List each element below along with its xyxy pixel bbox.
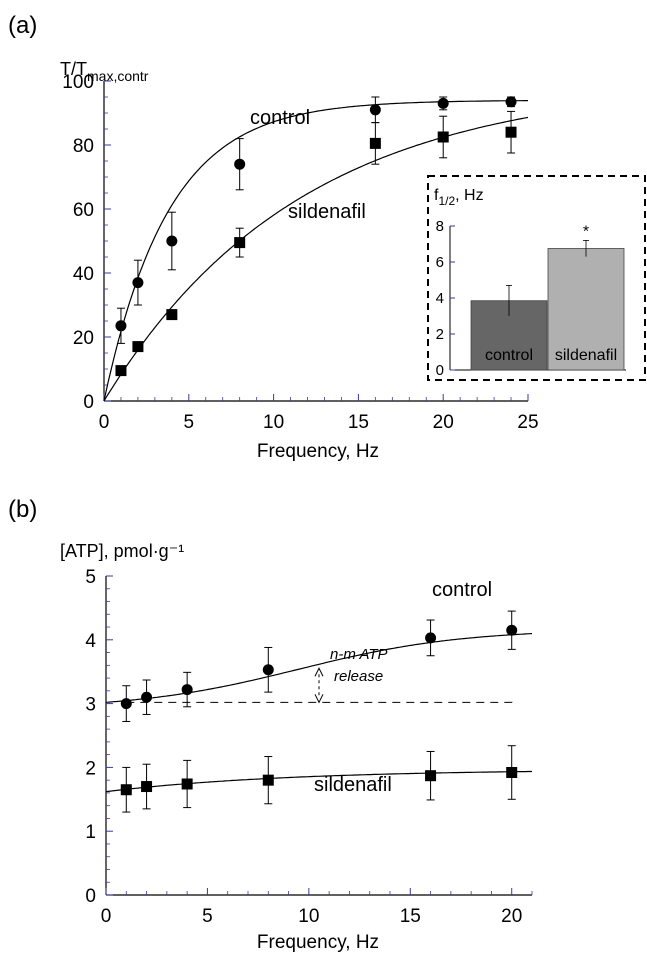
panel-a-sildenafil-point [166,309,178,321]
panel-b-sildenafil-label: sildenafil [314,774,392,796]
panel-a-control-point [166,235,178,247]
inset-significance-marker: * [583,223,589,240]
panel-a-sildenafil-point [115,365,127,377]
panel-b-y-tick-label: 4 [85,631,96,652]
panel-b-sildenafil-point [120,784,132,796]
panel-b-x-tick-label: 15 [400,906,421,927]
panel-a-control-point [132,277,144,289]
panel-a-control-point [369,104,381,116]
inset-bar-label: control [485,347,533,364]
panel-a-control-point [505,96,517,108]
panel-a-y-tick-label: 60 [73,200,94,221]
panel-a-x-tick-label: 20 [433,412,454,433]
inset-plot-area: 0 2 4 6 8 control sildenafil * [436,218,626,379]
panel-a-sildenafil-point [132,341,144,353]
panel-b-arrowhead-down [314,694,324,704]
panel-b-control-point [262,664,274,676]
panel-b-sildenafil-point [181,778,193,790]
panel-a-control-point [437,97,449,109]
panel-a-y-tick-label: 20 [73,328,94,349]
inset-bar-sildenafil [547,248,625,371]
panel-b-axes: 0 1 2 3 4 5 0 5 10 15 20 [85,567,533,927]
panel-a-y-tick-label: 40 [73,264,94,285]
panel-a-label: (a) [8,12,37,39]
panel-b-x-axis-label: Frequency, Hz [257,932,379,953]
panel-b-label: (b) [8,496,37,523]
panel-a-sildenafil-fit-line [103,116,529,402]
panel-b-annotation-line2: release [334,668,383,685]
panel-b-plot-area [105,610,533,813]
panel-b-x-tick-label: 20 [501,906,522,927]
panel-a-y-axis-label: T/Tmax,contr [60,59,149,84]
panel-a-x-axis-label: Frequency, Hz [257,441,379,462]
panel-b: (b) [ATP], pmol·g⁻¹ 0 1 2 3 4 5 0 5 10 15 20 Frequ… [8,496,533,953]
panel-a-sildenafil-label: sildenafil [288,201,366,223]
panel-a-y-tick-label: 100 [62,72,94,93]
panel-a-y-tick-label: 80 [73,136,94,157]
panel-a-control-point [115,320,127,332]
panel-b-sildenafil-point [262,774,274,786]
inset-bar-chart: f1/2, Hz 0 2 4 6 8 control sildenafil * [427,175,646,381]
panel-b-sildenafil-point [141,781,153,793]
panel-b-control-point [181,684,193,696]
panel-a-sildenafil-point [234,237,246,249]
panel-a-control-label: control [250,107,310,129]
inset-y-tick-label: 4 [436,290,444,307]
panel-b-sildenafil-point [425,770,437,782]
panel-b-control-point [120,698,132,710]
panel-b-sildenafil-point [506,767,518,779]
panel-a-plot-area [103,96,529,402]
panel-a-x-tick-label: 0 [99,412,110,433]
panel-a-y-tick-label: 0 [83,392,94,413]
inset-y-tick-label: 0 [436,362,444,379]
panel-a-sildenafil-point [437,131,449,143]
panel-b-y-axis-label: [ATP], pmol·g⁻¹ [60,541,184,561]
inset-y-tick-label: 2 [436,326,444,343]
panel-a-x-tick-label: 25 [517,412,538,433]
panel-b-y-tick-label: 5 [85,567,96,588]
panel-b-arrowhead-up [314,667,324,677]
panel-a-x-tick-label: 10 [263,412,284,433]
panel-b-y-tick-label: 0 [85,886,96,907]
panel-b-x-tick-label: 0 [101,906,112,927]
panel-a-control-point [234,158,246,170]
panel-b-control-label: control [432,579,492,601]
panel-a-sildenafil-point [505,126,517,138]
panel-b-y-tick-label: 1 [85,822,96,843]
panel-b-control-point [425,632,437,644]
panel-b-control-fit-line [105,633,533,703]
panel-a-sildenafil-point [369,137,381,149]
panel-b-sildenafil-fit-line [105,770,532,793]
panel-a-x-tick-label: 5 [184,412,195,433]
panel-b-control-point [506,624,518,636]
panel-b-y-tick-label: 2 [85,758,96,779]
inset-y-tick-label: 6 [436,254,444,271]
inset-y-tick-label: 8 [436,218,444,235]
inset-bar-label: sildenafil [555,347,617,364]
panel-b-y-tick-label: 3 [85,695,96,716]
panel-b-x-tick-label: 5 [202,906,213,927]
panel-b-control-point [141,691,153,703]
panel-a-control-fit-line [103,100,528,402]
panel-a-x-tick-label: 15 [348,412,369,433]
panel-b-x-tick-label: 10 [298,906,319,927]
inset-y-axis-label: f1/2, Hz [434,187,484,208]
panel-b-annotation-line1: n-m ATP [330,646,388,663]
